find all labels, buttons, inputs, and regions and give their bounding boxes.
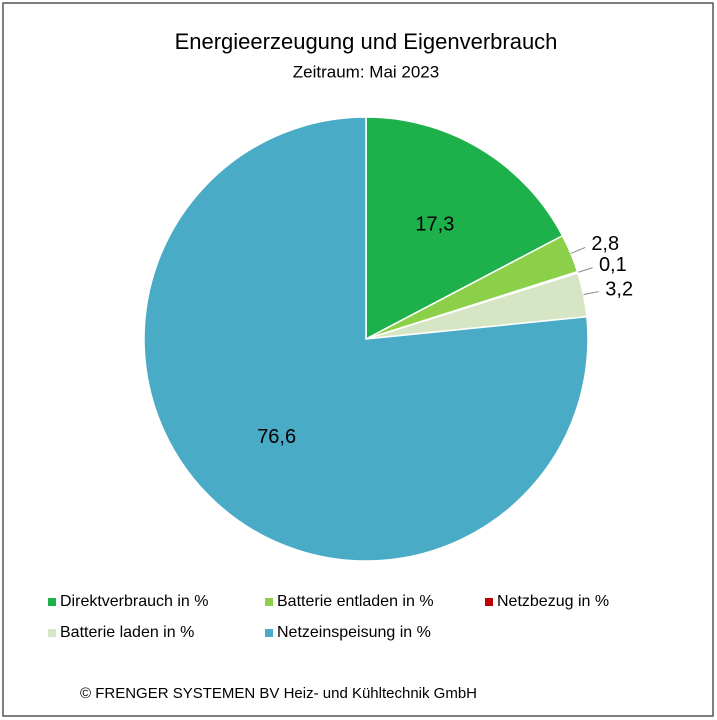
legend-swatch <box>485 598 493 606</box>
legend-swatch <box>265 629 273 637</box>
pie-slice <box>365 116 564 341</box>
chart-subtitle: Zeitraum: Mai 2023 <box>293 62 439 81</box>
data-label: 0,1 <box>599 254 627 276</box>
leader-line <box>583 291 599 296</box>
data-label: 2,8 <box>591 233 619 255</box>
leader-line <box>570 246 586 254</box>
data-label: 17,3 <box>415 213 454 235</box>
data-label: 3,2 <box>605 279 633 301</box>
legend-label: Direktverbrauch in % <box>60 593 209 610</box>
chart-title: Energieerzeugung und Eigenverbrauch <box>175 29 558 54</box>
data-label: 76,6 <box>257 426 296 448</box>
legend-label: Batterie entladen in % <box>277 593 434 610</box>
legend-swatch <box>48 629 56 637</box>
pie-slice <box>143 116 589 562</box>
legend-label: Netzeinspeisung in % <box>277 624 431 641</box>
footer: © FRENGER SYSTEMEN BV Heiz- und Kühltech… <box>80 685 477 702</box>
legend-label: Batterie laden in % <box>60 624 194 641</box>
legend-swatch <box>265 598 273 606</box>
legend-swatch <box>48 598 56 606</box>
legend-label: Netzbezug in % <box>497 593 609 610</box>
leader-line <box>577 267 593 273</box>
